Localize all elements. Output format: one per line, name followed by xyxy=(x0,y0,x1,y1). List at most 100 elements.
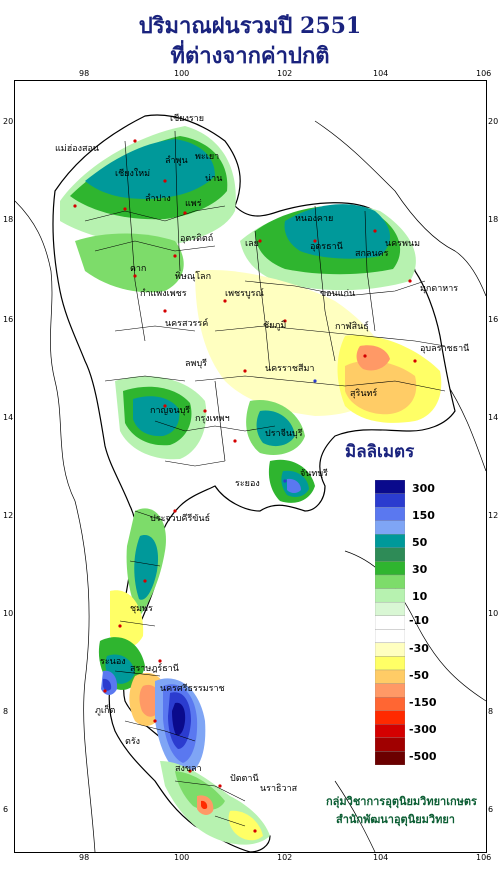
province-label: นครราชสีมา xyxy=(265,364,315,374)
province-label: ลำพูน xyxy=(165,156,188,166)
longitude-tick-top: 98 xyxy=(79,69,90,78)
legend-label: 50 xyxy=(412,536,428,549)
province-label: เลย xyxy=(245,239,259,249)
province-label: นราธิวาส xyxy=(260,784,298,794)
rainfall-anomaly-fields xyxy=(60,126,442,845)
legend-swatch xyxy=(375,506,405,521)
legend-label: -10 xyxy=(409,614,429,627)
legend-swatch xyxy=(375,683,405,698)
latitude-tick-left: 16 xyxy=(3,315,14,324)
latitude-tick-right: 20 xyxy=(488,117,499,126)
legend-label: -30 xyxy=(409,642,429,655)
legend-swatch xyxy=(375,710,405,725)
legend-swatch xyxy=(375,574,405,589)
latitude-tick-left: 12 xyxy=(3,511,14,520)
map-title: ปริมาณฝนรวมปี 2551 xyxy=(138,13,362,39)
legend-color-bar xyxy=(375,480,405,765)
province-label: ประจวบคีรีขันธ์ xyxy=(150,514,211,524)
province-label: แพร่ xyxy=(185,199,202,209)
province-label: นครพนม xyxy=(385,239,421,249)
legend-swatch xyxy=(375,642,405,657)
province-label: จันทบุรี xyxy=(300,469,328,479)
credit-line-2: สำนักพัฒนาอุตุนิยมวิทยา xyxy=(336,813,455,826)
latitude-tick-right: 18 xyxy=(488,215,499,224)
legend-swatch xyxy=(375,588,405,603)
province-label: ขอนแก่น xyxy=(320,289,356,299)
province-label: ระยอง xyxy=(235,479,260,489)
legend-swatch xyxy=(375,737,405,752)
legend-label: -150 xyxy=(409,696,437,709)
legend-swatch xyxy=(375,669,405,684)
province-borders xyxy=(84,130,446,827)
province-label: ปัตตานี xyxy=(230,774,259,784)
legend-label: -500 xyxy=(409,750,437,763)
legend-swatch xyxy=(375,561,405,576)
province-label: เชียงราย xyxy=(170,114,205,124)
province-label: กาฬสินธุ์ xyxy=(335,322,369,332)
province-label: กรุงเทพฯ xyxy=(195,414,230,424)
legend-swatch xyxy=(375,534,405,549)
latitude-tick-left: 18 xyxy=(3,215,14,224)
longitude-tick-bottom: 98 xyxy=(79,853,90,862)
province-label: มุกดาหาร xyxy=(420,284,459,294)
legend-label: -50 xyxy=(409,669,429,682)
latitude-tick-left: 8 xyxy=(3,707,9,716)
latitude-tick-left: 10 xyxy=(3,609,14,618)
longitude-tick-bottom: 104 xyxy=(373,853,389,862)
province-label: ระนอง xyxy=(100,657,126,667)
legend-swatch xyxy=(375,493,405,508)
latitude-tick-right: 8 xyxy=(488,707,494,716)
legend-label: -300 xyxy=(409,723,437,736)
longitude-tick-top: 106 xyxy=(476,69,492,78)
legend-swatch xyxy=(375,751,405,765)
legend-label: 10 xyxy=(412,590,428,603)
province-label: แม่ฮ่องสอน xyxy=(55,144,100,154)
legend-swatch xyxy=(375,615,405,630)
map-frame: เชียงราย แม่ฮ่องสอน พะเยา เชียงใหม่ ลำพูน ลำป… xyxy=(14,80,487,853)
province-label: สงขลา xyxy=(175,764,202,774)
map-subtitle: ที่ต่างจากค่าปกติ xyxy=(170,43,330,69)
legend-swatch xyxy=(375,629,405,644)
province-label: อุบลราชธานี xyxy=(420,344,470,354)
legend-swatch xyxy=(375,480,405,494)
province-label: สุราษฎร์ธานี xyxy=(130,664,179,674)
province-label: กาญจนบุรี xyxy=(150,406,191,416)
station-markers xyxy=(73,139,417,833)
province-label: ชัยภูมิ xyxy=(263,321,287,331)
province-label: นครสวรรค์ xyxy=(165,319,209,329)
province-label: พิษณุโลก xyxy=(175,272,212,282)
legend-swatch xyxy=(375,696,405,711)
legend-swatch xyxy=(375,601,405,616)
latitude-tick-right: 10 xyxy=(488,609,499,618)
longitude-tick-top: 104 xyxy=(373,69,389,78)
longitude-tick-bottom: 102 xyxy=(277,853,293,862)
province-label: นครศรีธรรมราช xyxy=(160,684,225,694)
legend-label: 150 xyxy=(412,509,435,522)
legend-label: 300 xyxy=(412,482,435,495)
latitude-tick-right: 14 xyxy=(488,413,499,422)
longitude-tick-top: 102 xyxy=(277,69,293,78)
longitude-tick-top: 100 xyxy=(174,69,190,78)
province-label: กำแพงเพชร xyxy=(140,289,187,299)
province-label: หนองคาย xyxy=(295,214,334,224)
latitude-tick-left: 14 xyxy=(3,413,14,422)
province-label: พะเยา xyxy=(195,152,220,162)
province-label: เพชรบูรณ์ xyxy=(225,289,264,299)
province-label: สุรินทร์ xyxy=(350,389,378,399)
latitude-tick-right: 16 xyxy=(488,315,499,324)
province-label: น่าน xyxy=(205,174,223,184)
legend-swatch xyxy=(375,656,405,671)
province-label: ชุมพร xyxy=(130,604,153,614)
province-label: สกลนคร xyxy=(355,249,389,259)
legend-unit: มิลลิเมตร xyxy=(345,442,415,462)
province-label: ลพบุรี xyxy=(185,359,207,369)
legend-swatch xyxy=(375,520,405,535)
province-label: ลำปาง xyxy=(145,194,171,204)
longitude-tick-bottom: 106 xyxy=(476,853,492,862)
province-label: ภูเก็ต xyxy=(95,706,116,716)
province-label: ตรัง xyxy=(125,737,141,747)
province-label: ตาก xyxy=(130,264,147,274)
credit-line-1: กลุ่มวิชาการอุตุนิยมวิทยาเกษตร xyxy=(326,795,477,808)
rainfall-anomaly-map xyxy=(15,114,486,852)
legend-label: 30 xyxy=(412,563,428,576)
